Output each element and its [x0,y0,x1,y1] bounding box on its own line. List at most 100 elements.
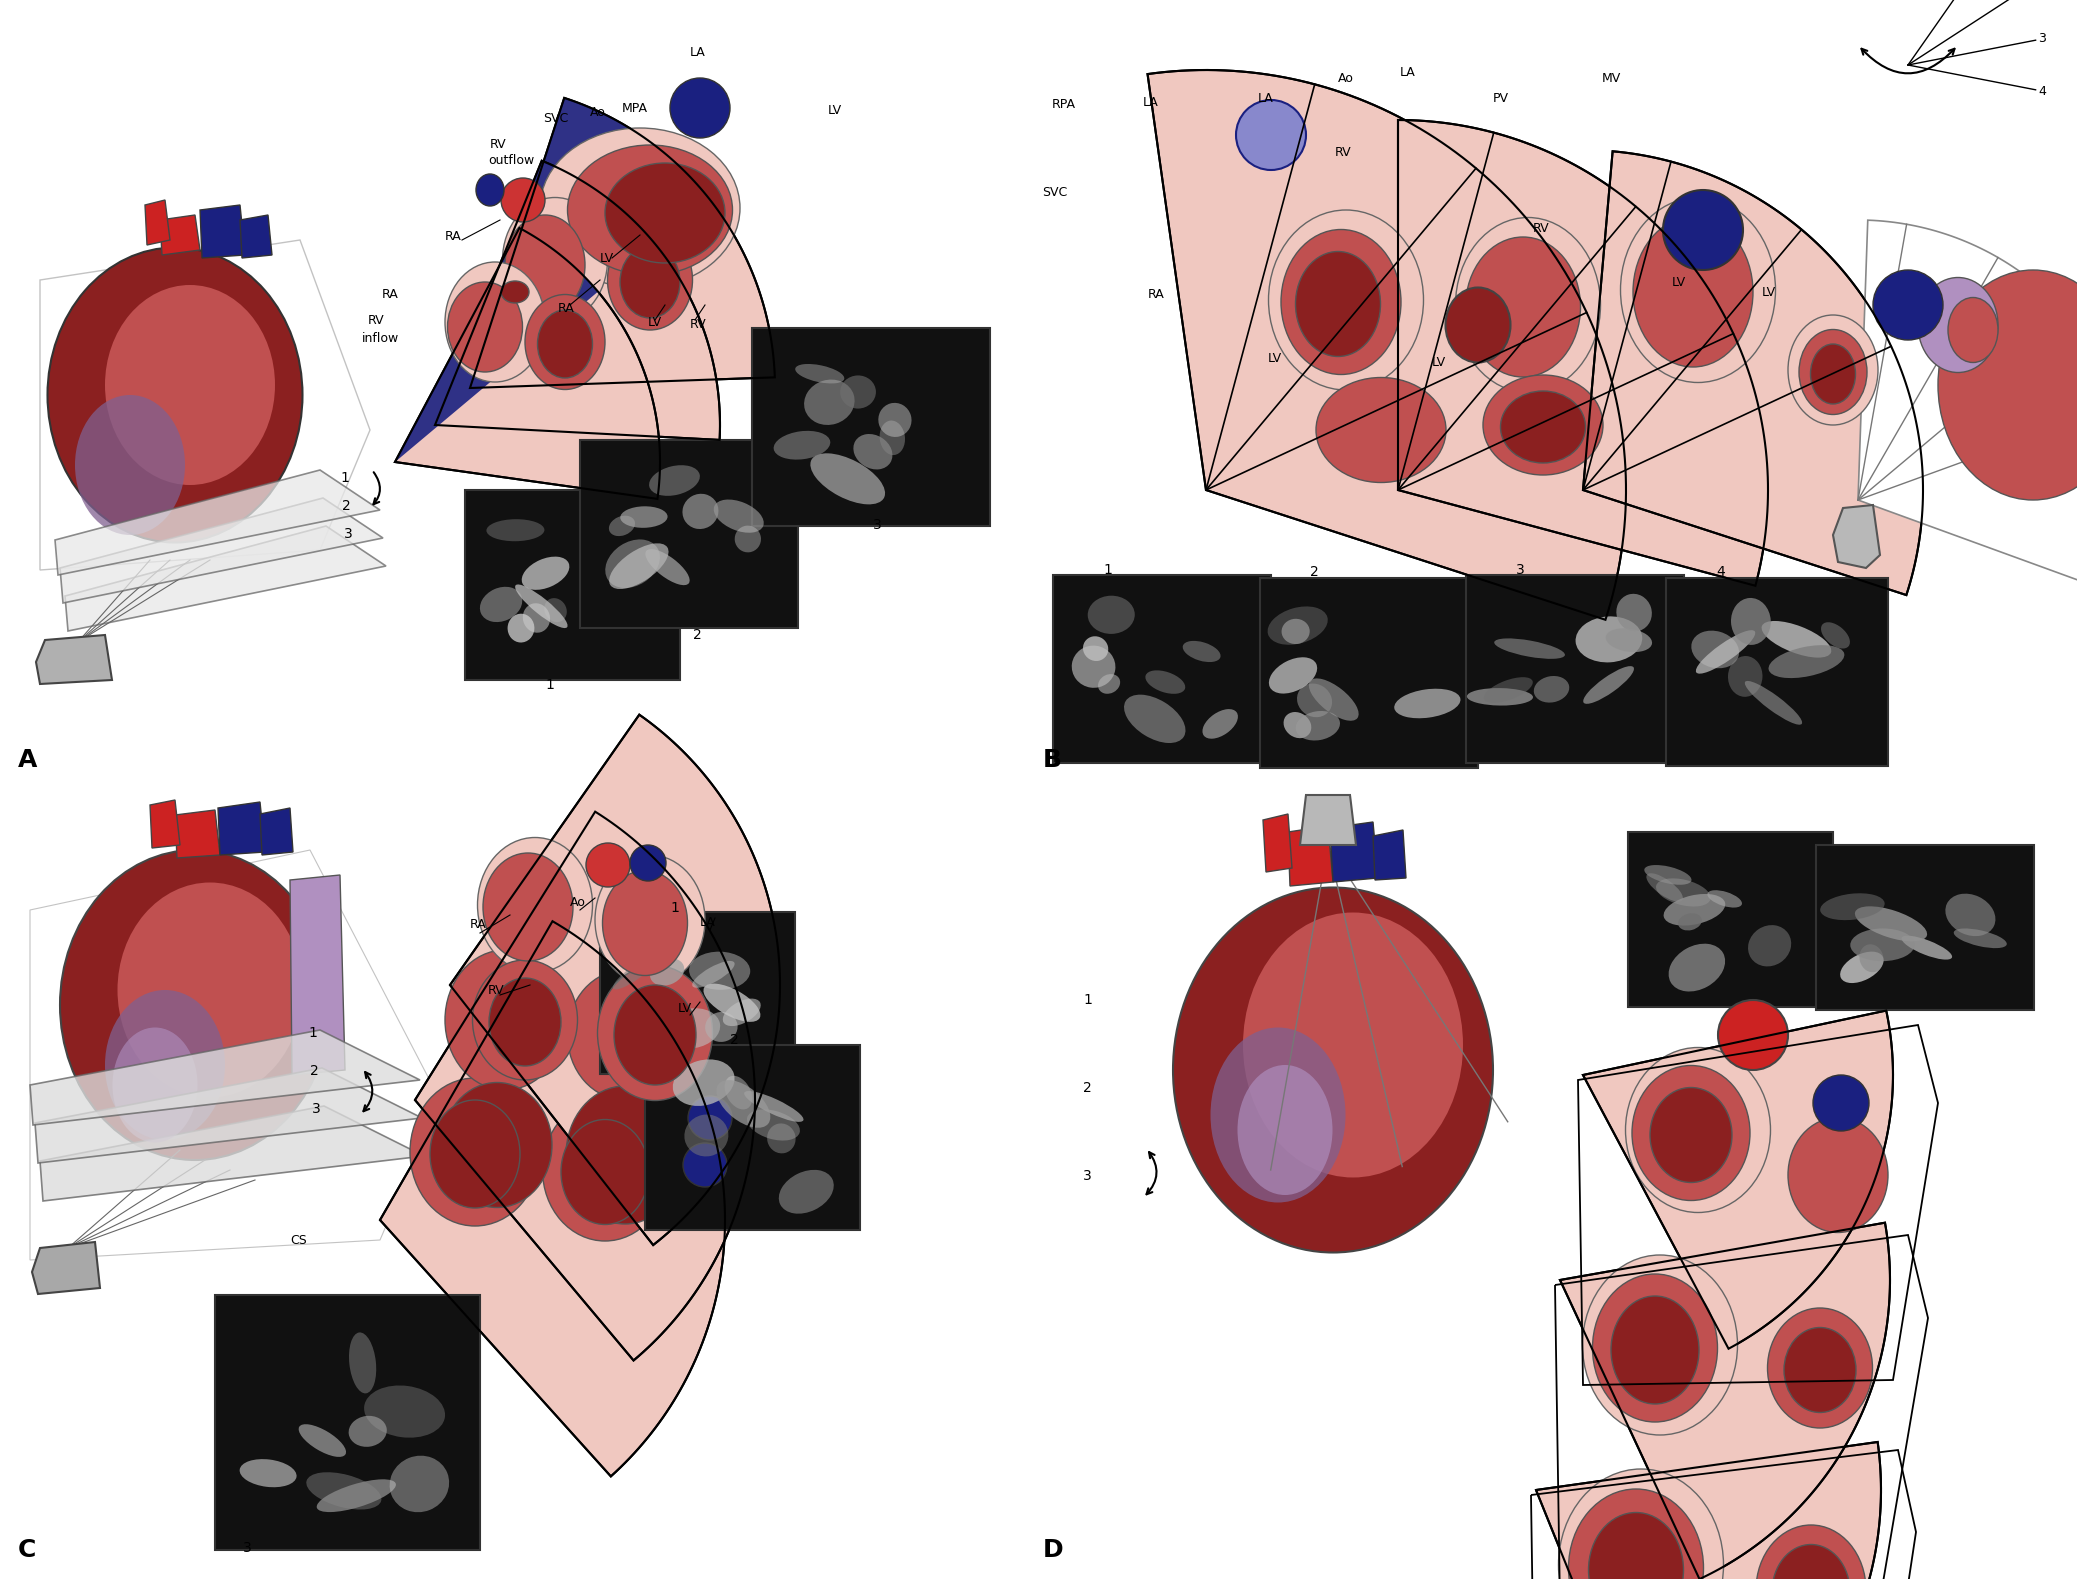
Ellipse shape [507,614,534,643]
Ellipse shape [1576,616,1643,663]
Text: LV: LV [600,251,615,265]
Ellipse shape [685,1115,729,1156]
Ellipse shape [1612,1296,1699,1404]
Ellipse shape [613,955,658,990]
Ellipse shape [503,197,606,322]
Ellipse shape [1269,657,1317,693]
Bar [752,328,991,526]
Ellipse shape [544,598,567,622]
Ellipse shape [773,431,831,459]
Text: RPA: RPA [1051,98,1076,112]
Ellipse shape [112,1028,197,1143]
Ellipse shape [881,420,906,455]
Text: 1: 1 [1082,993,1093,1007]
Ellipse shape [75,395,185,535]
Ellipse shape [1583,666,1635,704]
Ellipse shape [106,284,274,485]
Ellipse shape [748,1110,800,1140]
Text: LA: LA [1400,65,1417,79]
Text: 3: 3 [312,1102,320,1116]
Polygon shape [160,215,199,254]
Text: 2: 2 [1311,565,1319,579]
Ellipse shape [363,1385,444,1438]
Polygon shape [1373,831,1406,880]
Polygon shape [150,801,181,848]
Ellipse shape [690,952,750,990]
Ellipse shape [521,557,569,591]
Circle shape [586,843,629,887]
Text: 2: 2 [1082,1082,1093,1094]
Ellipse shape [471,960,577,1080]
Ellipse shape [714,499,764,532]
Text: LA: LA [700,916,717,928]
Ellipse shape [1203,709,1238,739]
Ellipse shape [1182,641,1221,662]
Text: 1: 1 [1103,564,1111,576]
Text: LV: LV [1431,355,1446,368]
Ellipse shape [349,1333,376,1393]
Polygon shape [434,161,625,425]
Ellipse shape [621,507,667,527]
Ellipse shape [1174,887,1493,1252]
Ellipse shape [1593,1274,1718,1423]
Ellipse shape [1799,330,1867,415]
Text: inflow: inflow [361,332,399,344]
Ellipse shape [650,466,700,496]
Ellipse shape [604,163,725,264]
Ellipse shape [1317,377,1446,483]
Ellipse shape [447,283,523,373]
Ellipse shape [106,990,224,1140]
Polygon shape [64,526,386,632]
Ellipse shape [488,977,561,1066]
Polygon shape [29,1030,420,1124]
Ellipse shape [1938,270,2077,501]
Circle shape [1718,1000,1788,1071]
Ellipse shape [1466,237,1581,377]
Circle shape [671,77,729,137]
Ellipse shape [1647,873,1682,902]
Ellipse shape [1533,676,1570,703]
Text: 4: 4 [1716,565,1724,579]
Ellipse shape [48,248,303,543]
Ellipse shape [1819,894,1884,921]
Ellipse shape [1730,598,1772,644]
Ellipse shape [1633,216,1753,366]
Ellipse shape [538,309,592,377]
Text: RV: RV [690,319,706,332]
Ellipse shape [561,1120,648,1224]
Ellipse shape [1589,1513,1684,1579]
Ellipse shape [484,853,573,962]
Polygon shape [60,497,382,603]
Circle shape [1236,99,1306,171]
Ellipse shape [390,1456,449,1513]
Text: 3: 3 [345,527,353,542]
Ellipse shape [567,145,733,275]
Text: RV: RV [490,137,507,150]
Ellipse shape [1269,210,1423,390]
Polygon shape [1288,826,1333,886]
Text: 2: 2 [343,499,351,513]
Ellipse shape [1811,344,1855,404]
Circle shape [1813,1075,1869,1131]
Ellipse shape [1558,1468,1724,1579]
Ellipse shape [1917,278,1998,373]
Ellipse shape [1238,1064,1333,1195]
Text: 1: 1 [544,677,555,692]
Ellipse shape [1745,681,1803,725]
Ellipse shape [1903,936,1952,960]
Ellipse shape [1493,638,1564,658]
Ellipse shape [854,434,893,469]
Bar [465,489,679,681]
Ellipse shape [305,1472,382,1510]
Ellipse shape [1309,679,1358,720]
Ellipse shape [1768,646,1844,677]
Bar [216,1295,480,1551]
Polygon shape [395,227,660,499]
Text: 3: 3 [1082,1168,1093,1183]
Polygon shape [39,240,370,570]
Text: 1: 1 [307,1026,318,1041]
Ellipse shape [542,1099,667,1241]
Ellipse shape [604,540,660,587]
Ellipse shape [804,379,854,425]
Ellipse shape [1211,1028,1346,1203]
